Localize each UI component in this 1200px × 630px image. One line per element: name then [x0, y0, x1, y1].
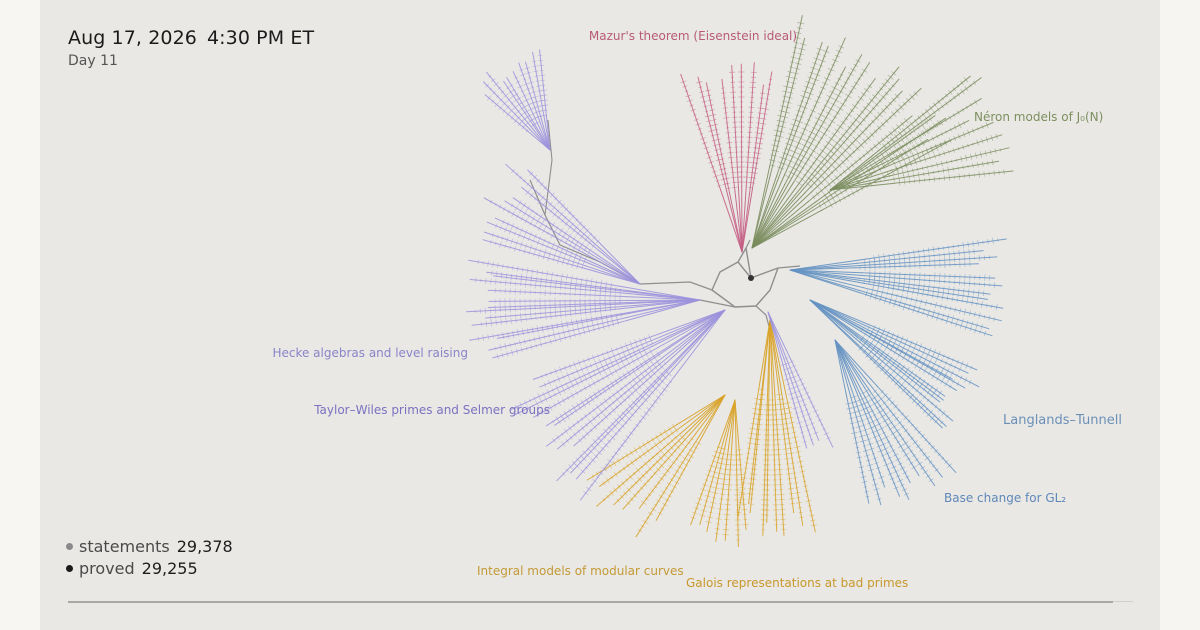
timeline-bar-remainder: [1113, 601, 1133, 602]
branch-basechange: [834, 339, 957, 506]
trunk-to-gold: [755, 305, 771, 331]
branch-label-neron: Néron models of J₀(N): [974, 110, 1103, 124]
branch-label-galois: Galois representations at bad primes: [686, 576, 908, 590]
time-text: 4:30 PM ET: [206, 27, 315, 49]
branch-label-basechange: Base change for GL₂: [944, 491, 1066, 505]
trunk-to-top: [745, 239, 751, 249]
branch-hecke: [466, 259, 701, 360]
branch-galois-lavender: [767, 311, 834, 449]
branch-taylor: [511, 309, 726, 501]
proved-label: proved: [79, 559, 135, 578]
branch-label-langlands: Langlands–Tunnell: [1003, 413, 1122, 428]
trunk-core: [711, 261, 779, 308]
branch-langlands: [789, 237, 1007, 337]
branch-label-hecke: Hecke algebras and level raising: [272, 346, 468, 360]
canvas-frame: [40, 0, 1160, 630]
branch-integral: [586, 394, 726, 538]
branch-mazur: [680, 62, 773, 253]
trunk-to-hecke: [639, 281, 713, 291]
branch-label-integral: Integral models of modular curves: [477, 564, 684, 578]
proved-dot: [66, 565, 73, 572]
trunk-edge: [737, 247, 752, 279]
root-node: [748, 275, 754, 281]
branch-hecke-upper: [482, 164, 641, 285]
timestamp: Aug 17, 2026 4:30 PM ET: [68, 27, 314, 49]
branch-galois-2: [690, 399, 749, 548]
legend-proved: proved 29,255: [66, 559, 198, 578]
statements-label: statements: [79, 537, 170, 556]
trunk-upper-left-2: [544, 119, 553, 216]
proved-count: 29,255: [141, 559, 198, 578]
legend-statements: statements 29,378: [66, 537, 233, 556]
branch-galois: [735, 319, 818, 537]
statements-dot: [66, 543, 73, 550]
statements-count: 29,378: [176, 537, 233, 556]
branch-neron-lower: [829, 75, 1014, 191]
trunk-to-taylor: [699, 299, 736, 308]
trunk-to-blue: [777, 265, 801, 269]
branch-langlands-lower: [809, 299, 980, 429]
branch-label-mazur: Mazur's theorem (Eisenstein ideal): [589, 29, 797, 43]
date-text: Aug 17, 2026: [68, 27, 197, 49]
day-counter: Day 11: [68, 53, 118, 69]
timeline-bar: [68, 601, 1113, 603]
branch-neron: [751, 15, 952, 249]
branch-hecke-top: [483, 49, 551, 151]
branch-label-taylor: Taylor–Wiles primes and Selmer groups: [313, 403, 550, 417]
